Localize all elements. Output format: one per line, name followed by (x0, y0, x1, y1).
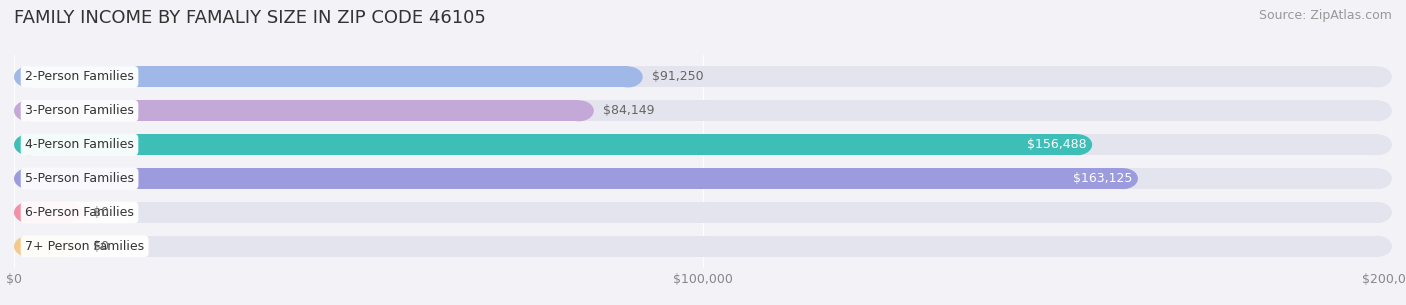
Text: $0: $0 (93, 206, 108, 219)
Bar (30, 66, 1376, 88)
Ellipse shape (14, 202, 44, 223)
Ellipse shape (14, 66, 44, 88)
Text: $91,250: $91,250 (652, 70, 704, 84)
Text: Source: ZipAtlas.com: Source: ZipAtlas.com (1258, 9, 1392, 22)
Ellipse shape (1362, 168, 1392, 189)
Ellipse shape (14, 134, 44, 155)
Ellipse shape (53, 202, 83, 223)
Bar (30, 202, 67, 223)
Ellipse shape (613, 66, 643, 88)
Ellipse shape (14, 100, 44, 121)
Ellipse shape (1362, 134, 1392, 155)
Ellipse shape (1108, 168, 1137, 189)
Bar (30, 134, 1077, 155)
Text: $84,149: $84,149 (603, 104, 655, 117)
Bar (30, 100, 1376, 121)
Ellipse shape (14, 168, 44, 189)
Text: $0: $0 (93, 240, 108, 253)
Bar (30, 168, 1376, 189)
Bar (30, 100, 579, 121)
Ellipse shape (1362, 66, 1392, 88)
Bar (30, 202, 1376, 223)
Ellipse shape (564, 100, 593, 121)
Ellipse shape (14, 236, 44, 257)
Bar (30, 168, 1123, 189)
Bar (30, 236, 1376, 257)
Ellipse shape (14, 236, 44, 257)
Ellipse shape (1063, 134, 1092, 155)
Text: FAMILY INCOME BY FAMALIY SIZE IN ZIP CODE 46105: FAMILY INCOME BY FAMALIY SIZE IN ZIP COD… (14, 9, 486, 27)
Ellipse shape (1362, 100, 1392, 121)
Text: 4-Person Families: 4-Person Families (25, 138, 134, 151)
Ellipse shape (14, 100, 44, 121)
Bar (30, 66, 628, 88)
Text: 5-Person Families: 5-Person Families (25, 172, 134, 185)
Ellipse shape (53, 236, 83, 257)
Text: $156,488: $156,488 (1026, 138, 1087, 151)
Bar (30, 134, 1376, 155)
Ellipse shape (1362, 236, 1392, 257)
Text: $163,125: $163,125 (1073, 172, 1132, 185)
Ellipse shape (14, 66, 44, 88)
Text: 2-Person Families: 2-Person Families (25, 70, 134, 84)
Text: 3-Person Families: 3-Person Families (25, 104, 134, 117)
Ellipse shape (14, 134, 44, 155)
Bar (30, 236, 67, 257)
Ellipse shape (14, 202, 44, 223)
Ellipse shape (1362, 202, 1392, 223)
Text: 6-Person Families: 6-Person Families (25, 206, 134, 219)
Ellipse shape (14, 168, 44, 189)
Text: 7+ Person Families: 7+ Person Families (25, 240, 145, 253)
